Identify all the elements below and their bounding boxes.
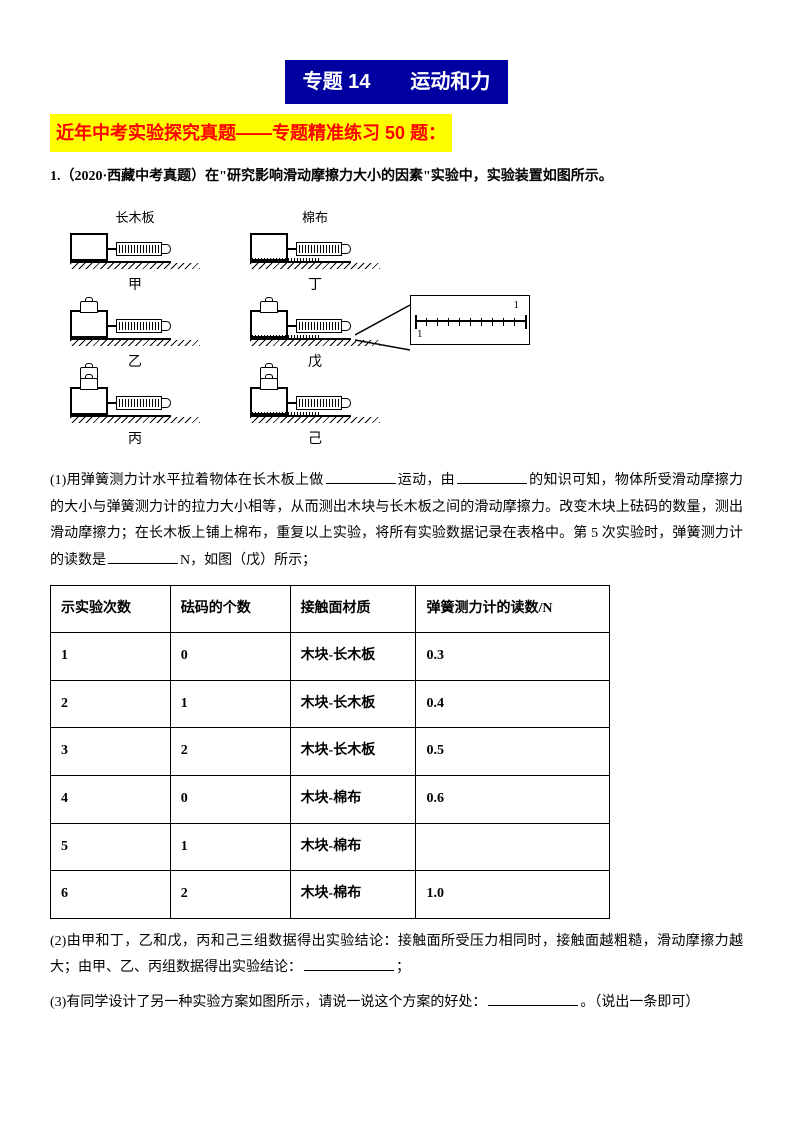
table-cell: 2 xyxy=(170,728,290,776)
table-cell: 0.3 xyxy=(416,633,610,681)
table-row: 32木块-长木板0.5 xyxy=(51,728,610,776)
table-cell: 1.0 xyxy=(416,871,610,919)
table-cell: 木块-长木板 xyxy=(290,728,416,776)
table-row: 40木块-棉布0.6 xyxy=(51,776,610,824)
text: N，如图（戊）所示； xyxy=(180,553,316,568)
spring-scale-zoom: 11 xyxy=(410,295,530,345)
blank-field xyxy=(108,549,178,564)
table-cell: 5 xyxy=(51,823,171,871)
table-cell: 木块-棉布 xyxy=(290,776,416,824)
experiment-diagrams: 长木板甲棉布丁乙戊11丙己 xyxy=(70,206,743,453)
text: 。（说出一条即可） xyxy=(580,995,699,1010)
blank-field xyxy=(326,469,396,484)
table-cell: 4 xyxy=(51,776,171,824)
text: ； xyxy=(396,960,410,975)
table-cell: 木块-长木板 xyxy=(290,633,416,681)
table-header: 示实验次数 xyxy=(51,585,171,633)
text: 运动，由 xyxy=(398,473,455,488)
question-1-part3: (3)有同学设计了另一种实验方案如图所示，请说一说这个方案的好处： 。（说出一条即… xyxy=(50,990,743,1017)
question-1-part1: (1)用弹簧测力计水平拉着物体在长木板上做运动，由的知识可知，物体所受滑动摩擦力… xyxy=(50,468,743,574)
apparatus-己: 己 xyxy=(250,387,380,454)
table-cell: 2 xyxy=(170,871,290,919)
table-cell: 1 xyxy=(170,680,290,728)
subtitle: 近年中考实验探究真题——专题精准练习 50 题： xyxy=(50,114,452,152)
apparatus-丁: 棉布丁 xyxy=(250,206,380,300)
table-header: 接触面材质 xyxy=(290,585,416,633)
table-cell: 1 xyxy=(51,633,171,681)
blank-field xyxy=(304,956,394,971)
text: (1)用弹簧测力计水平拉着物体在长木板上做 xyxy=(50,473,324,488)
data-table: 示实验次数砝码的个数接触面材质弹簧测力计的读数/N10木块-长木板0.321木块… xyxy=(50,585,610,919)
question-1-intro: 1.（2020·西藏中考真题）在"研究影响滑动摩擦力大小的因素"实验中，实验装置… xyxy=(50,164,743,191)
table-cell: 2 xyxy=(51,680,171,728)
text: (3)有同学设计了另一种实验方案如图所示，请说一说这个方案的好处： xyxy=(50,995,486,1010)
question-1-part2: (2)由甲和丁，乙和戊，丙和己三组数据得出实验结论：接触面所受压力相同时，接触面… xyxy=(50,929,743,982)
table-cell: 0.4 xyxy=(416,680,610,728)
table-header: 砝码的个数 xyxy=(170,585,290,633)
figure-label: 乙 xyxy=(128,350,142,377)
table-cell: 0.6 xyxy=(416,776,610,824)
table-cell: 0.5 xyxy=(416,728,610,776)
apparatus-甲: 长木板甲 xyxy=(70,206,200,300)
table-cell: 0 xyxy=(170,776,290,824)
figure-label: 丙 xyxy=(128,427,142,454)
table-cell: 0 xyxy=(170,633,290,681)
table-cell: 6 xyxy=(51,871,171,919)
table-header: 弹簧测力计的读数/N xyxy=(416,585,610,633)
table-cell: 木块-棉布 xyxy=(290,823,416,871)
table-cell: 木块-棉布 xyxy=(290,871,416,919)
blank-field xyxy=(457,469,527,484)
table-row: 51木块-棉布 xyxy=(51,823,610,871)
blank-field xyxy=(488,991,578,1006)
figure-label: 己 xyxy=(308,427,322,454)
surface-label: 长木板 xyxy=(115,206,154,231)
table-cell: 木块-长木板 xyxy=(290,680,416,728)
table-row: 62木块-棉布1.0 xyxy=(51,871,610,919)
figure-label: 甲 xyxy=(128,273,142,300)
figure-label: 戊 xyxy=(308,350,322,377)
table-row: 21木块-长木板0.4 xyxy=(51,680,610,728)
apparatus-丙: 丙 xyxy=(70,387,200,454)
table-row: 10木块-长木板0.3 xyxy=(51,633,610,681)
surface-label: 棉布 xyxy=(302,206,328,231)
table-cell xyxy=(416,823,610,871)
figure-label: 丁 xyxy=(308,273,322,300)
table-cell: 3 xyxy=(51,728,171,776)
topic-title: 专题 14 运动和力 xyxy=(285,60,509,104)
table-cell: 1 xyxy=(170,823,290,871)
